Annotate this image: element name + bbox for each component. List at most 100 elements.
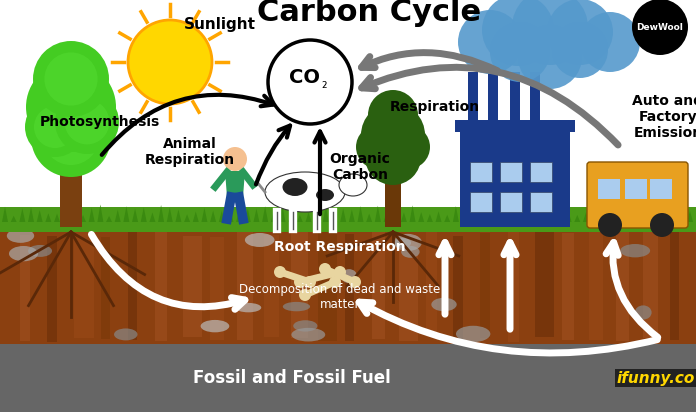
Circle shape bbox=[26, 62, 116, 152]
Bar bbox=[530, 72, 540, 127]
Bar bbox=[643, 232, 659, 341]
Polygon shape bbox=[331, 215, 338, 222]
Bar bbox=[155, 232, 164, 340]
Polygon shape bbox=[236, 210, 242, 222]
Circle shape bbox=[128, 20, 212, 104]
Polygon shape bbox=[175, 209, 182, 222]
Circle shape bbox=[386, 125, 430, 169]
Ellipse shape bbox=[265, 172, 345, 212]
Polygon shape bbox=[592, 212, 598, 222]
Polygon shape bbox=[635, 208, 641, 222]
Text: Root Respiration: Root Respiration bbox=[274, 240, 406, 254]
Text: Auto and
Factory
Emission: Auto and Factory Emission bbox=[633, 94, 696, 140]
Polygon shape bbox=[557, 215, 563, 222]
Circle shape bbox=[55, 90, 119, 154]
Circle shape bbox=[650, 213, 674, 237]
Bar bbox=[589, 233, 598, 340]
Polygon shape bbox=[193, 211, 199, 222]
Bar bbox=[562, 237, 575, 338]
Circle shape bbox=[632, 0, 688, 55]
Bar bbox=[480, 234, 491, 341]
Polygon shape bbox=[37, 210, 42, 222]
Polygon shape bbox=[488, 204, 493, 222]
Circle shape bbox=[512, 0, 588, 65]
Bar bbox=[400, 231, 418, 337]
Circle shape bbox=[334, 266, 346, 278]
Circle shape bbox=[34, 106, 76, 148]
Bar bbox=[530, 192, 552, 212]
Polygon shape bbox=[505, 206, 511, 222]
Ellipse shape bbox=[114, 328, 138, 340]
Bar bbox=[453, 236, 465, 341]
Bar bbox=[488, 72, 498, 127]
Polygon shape bbox=[531, 205, 537, 222]
Bar bbox=[510, 72, 520, 127]
Polygon shape bbox=[679, 206, 684, 222]
Polygon shape bbox=[184, 214, 190, 222]
Polygon shape bbox=[296, 215, 303, 222]
Polygon shape bbox=[600, 207, 606, 222]
Polygon shape bbox=[150, 213, 155, 222]
Ellipse shape bbox=[432, 298, 457, 311]
Bar bbox=[598, 179, 620, 199]
Polygon shape bbox=[219, 211, 225, 222]
Polygon shape bbox=[349, 209, 355, 222]
Polygon shape bbox=[280, 205, 285, 222]
Bar bbox=[616, 236, 631, 338]
Polygon shape bbox=[19, 208, 25, 222]
Bar bbox=[0, 207, 696, 232]
Circle shape bbox=[40, 75, 102, 138]
Ellipse shape bbox=[235, 303, 261, 312]
Ellipse shape bbox=[341, 269, 357, 283]
Bar bbox=[60, 157, 82, 227]
Polygon shape bbox=[453, 206, 459, 222]
Ellipse shape bbox=[9, 246, 38, 261]
Polygon shape bbox=[436, 211, 441, 222]
Bar bbox=[470, 192, 492, 212]
Polygon shape bbox=[225, 171, 245, 197]
Bar bbox=[20, 233, 29, 336]
FancyBboxPatch shape bbox=[587, 162, 688, 228]
Polygon shape bbox=[262, 206, 268, 222]
Polygon shape bbox=[687, 211, 693, 222]
Bar bbox=[468, 72, 478, 127]
Polygon shape bbox=[661, 206, 667, 222]
Bar bbox=[470, 162, 492, 182]
Polygon shape bbox=[392, 207, 398, 222]
Polygon shape bbox=[409, 206, 416, 222]
Circle shape bbox=[31, 97, 111, 177]
Polygon shape bbox=[401, 213, 407, 222]
Circle shape bbox=[319, 263, 331, 275]
Circle shape bbox=[45, 52, 97, 105]
Circle shape bbox=[25, 97, 85, 157]
Text: Sunlight: Sunlight bbox=[184, 16, 256, 31]
Circle shape bbox=[294, 276, 306, 288]
Polygon shape bbox=[583, 212, 589, 222]
Polygon shape bbox=[10, 216, 17, 222]
Polygon shape bbox=[271, 210, 277, 222]
Bar bbox=[291, 237, 300, 340]
Text: ₂: ₂ bbox=[322, 77, 326, 91]
Polygon shape bbox=[644, 212, 649, 222]
Circle shape bbox=[65, 100, 109, 144]
Ellipse shape bbox=[394, 238, 411, 248]
Bar bbox=[264, 234, 280, 339]
Ellipse shape bbox=[316, 189, 334, 201]
Circle shape bbox=[329, 276, 341, 288]
Polygon shape bbox=[609, 215, 615, 222]
Circle shape bbox=[598, 213, 622, 237]
Circle shape bbox=[458, 10, 522, 74]
Polygon shape bbox=[158, 205, 164, 222]
Bar bbox=[318, 235, 335, 339]
Text: Fossil and Fossil Fuel: Fossil and Fossil Fuel bbox=[193, 369, 391, 387]
Polygon shape bbox=[323, 206, 329, 222]
Polygon shape bbox=[522, 209, 528, 222]
Circle shape bbox=[518, 25, 582, 89]
Polygon shape bbox=[418, 212, 424, 222]
Circle shape bbox=[361, 103, 425, 167]
Ellipse shape bbox=[292, 328, 325, 342]
Bar bbox=[47, 230, 65, 341]
Ellipse shape bbox=[620, 244, 650, 258]
Polygon shape bbox=[201, 208, 207, 222]
Bar bbox=[345, 235, 354, 341]
